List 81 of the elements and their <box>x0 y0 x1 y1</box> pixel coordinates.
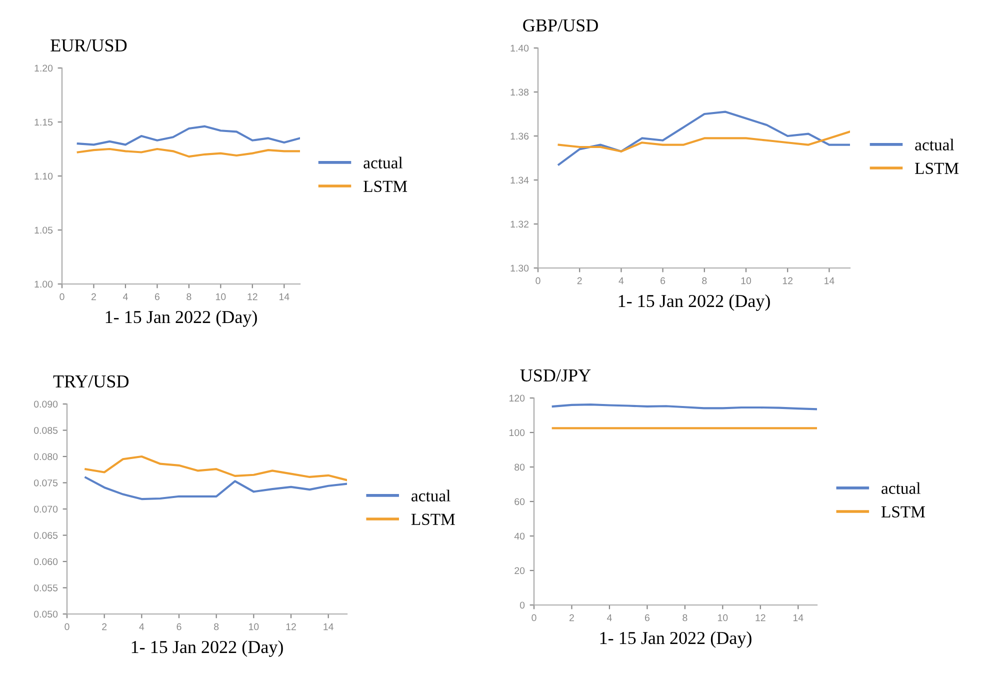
x-tick-label: 8 <box>186 293 192 300</box>
x-tick-label: 6 <box>660 277 666 284</box>
y-tick-label: 120 <box>509 394 525 402</box>
x-tick-label: 4 <box>139 623 144 630</box>
y-tick-label: 1.40 <box>510 44 529 52</box>
x-tick-label: 4 <box>618 277 624 284</box>
y-tick-label: 0.085 <box>34 426 58 434</box>
x-tick-label: 12 <box>286 623 296 630</box>
x-axis-title: 1- 15 Jan 2022 (Day) <box>600 631 752 648</box>
y-tick-label: 1.34 <box>510 176 529 184</box>
x-axis-title: 1- 15 Jan 2022 (Day) <box>132 640 283 657</box>
y-tick-label: 0.065 <box>34 532 58 539</box>
x-tick-label: 10 <box>741 277 752 284</box>
y-tick-label: 100 <box>509 429 525 436</box>
x-tick-label: 10 <box>216 293 226 300</box>
chart-title: USD/JPY <box>520 369 591 382</box>
x-tick-label: 14 <box>824 277 834 284</box>
x-tick-label: 12 <box>756 614 766 622</box>
x-tick-label: 4 <box>606 614 612 622</box>
x-tick-label: 4 <box>122 293 128 300</box>
x-tick-label: 0 <box>536 277 540 284</box>
x-axis-title: 1- 15 Jan 2022 (Day) <box>618 294 770 311</box>
line-series <box>76 125 300 146</box>
x-tick-label: 0 <box>64 623 70 630</box>
legend-label: actual <box>412 490 450 502</box>
line-series <box>84 455 347 482</box>
y-tick-label: 20 <box>514 567 525 574</box>
x-tick-label: 0 <box>60 293 64 300</box>
line-series <box>558 130 850 152</box>
y-tick-label: 1.32 <box>510 220 528 228</box>
x-tick-label: 8 <box>214 623 219 630</box>
legend-label: actual <box>882 482 920 494</box>
legend-label: actual <box>915 138 954 150</box>
x-tick-label: 14 <box>324 623 334 630</box>
y-tick-label: 1.00 <box>34 280 53 288</box>
legend-label: LSTM <box>411 514 455 525</box>
y-tick-label: 1.10 <box>34 172 53 180</box>
y-tick-label: 0.055 <box>34 584 58 592</box>
x-tick-label: 2 <box>570 614 574 622</box>
x-tick-label: 10 <box>249 623 259 630</box>
x-axis-title: 1- 15 Jan 2022 (Day) <box>106 310 257 327</box>
y-tick-label: 0.070 <box>34 506 58 513</box>
x-tick-label: 2 <box>92 293 96 300</box>
y-tick-label: 0.050 <box>34 610 58 618</box>
x-tick-label: 8 <box>702 277 707 284</box>
legend-label: LSTM <box>364 180 408 192</box>
line-series <box>76 148 300 158</box>
x-tick-label: 8 <box>682 614 688 622</box>
legend-label: LSTM <box>881 506 925 518</box>
legend-label: LSTM <box>915 162 959 174</box>
x-tick-label: 6 <box>644 614 650 622</box>
chart-title: TRY/USD <box>53 375 129 388</box>
y-tick-label: 0.075 <box>34 479 58 486</box>
y-tick-label: 0.080 <box>34 453 58 460</box>
y-tick-label: 1.20 <box>34 64 53 72</box>
y-tick-label: 1.38 <box>510 88 529 96</box>
x-tick-label: 6 <box>154 293 160 300</box>
x-tick-label: 12 <box>248 293 258 300</box>
chart-title: EUR/USD <box>50 39 127 52</box>
x-tick-label: 2 <box>577 277 582 284</box>
x-tick-label: 2 <box>102 623 107 630</box>
x-tick-label: 6 <box>176 623 182 630</box>
legend-label: actual <box>364 156 403 168</box>
line-series <box>84 476 347 500</box>
y-tick-label: 0.090 <box>34 400 58 408</box>
x-tick-label: 0 <box>532 614 536 622</box>
y-tick-label: 60 <box>514 498 525 506</box>
y-tick-label: 1.30 <box>510 264 529 272</box>
y-tick-label: 0.060 <box>34 558 58 566</box>
y-tick-label: 1.36 <box>510 132 529 140</box>
x-tick-label: 12 <box>782 277 793 284</box>
x-tick-label: 14 <box>279 293 290 300</box>
chart-title: GBP/USD <box>523 19 598 32</box>
line-series <box>558 110 850 166</box>
y-tick-label: 1.05 <box>34 226 53 234</box>
y-tick-label: 0 <box>520 602 525 609</box>
y-tick-label: 40 <box>514 532 525 540</box>
x-tick-label: 10 <box>718 614 728 622</box>
y-tick-label: 1.15 <box>34 118 53 126</box>
x-tick-label: 14 <box>793 614 804 622</box>
y-tick-label: 80 <box>514 464 525 471</box>
